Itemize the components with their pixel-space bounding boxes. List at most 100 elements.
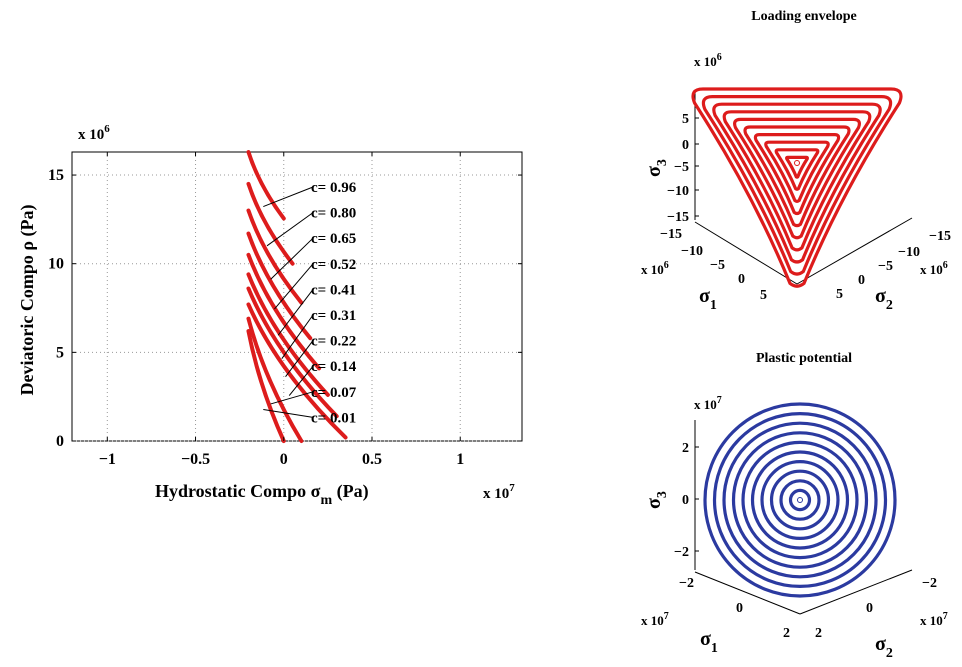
label-leader — [270, 237, 314, 280]
envelope-contour — [774, 148, 820, 191]
potential-sigma2-label: σ2 — [875, 633, 893, 661]
x-tick-label: −1 — [99, 451, 116, 468]
series-curve — [246, 329, 286, 443]
envelope-contour — [712, 102, 882, 264]
sigma2-axis — [799, 569, 913, 615]
potential-contour — [722, 421, 878, 579]
potential-contour — [769, 469, 831, 531]
z-tick-label: 0 — [682, 493, 689, 508]
series-label: c= 0.41 — [311, 282, 356, 298]
potential-multiplier-left: x 107 — [641, 611, 669, 628]
s1-tick-label: −15 — [660, 227, 682, 242]
z-tick-label: −15 — [667, 210, 689, 225]
series-curve — [246, 208, 304, 305]
z-tick-label: 5 — [682, 112, 689, 127]
s1-tick-label: 0 — [738, 272, 745, 287]
envelope-contours — [691, 87, 903, 288]
series-label: c= 0.65 — [311, 231, 356, 247]
envelope-multiplier-top: x 106 — [694, 52, 722, 69]
s1-tick-label: 2 — [783, 626, 790, 641]
y-tick-label: 15 — [48, 167, 64, 184]
x-ticks: −1 −0.5 0 0.5 1 — [99, 152, 464, 468]
series-label: c= 0.01 — [311, 410, 356, 426]
potential-sigma3-label: σ3 — [643, 491, 670, 509]
envelope-contour — [764, 140, 830, 203]
s2-tick-label: −15 — [929, 229, 951, 244]
z-tick-label: 0 — [682, 138, 689, 153]
s2-tick-label: 0 — [866, 601, 873, 616]
x-tick-label: 0 — [280, 451, 288, 468]
label-leader — [285, 340, 314, 378]
y-axis-label: Deviatoric Compo ρ (Pa) — [17, 204, 38, 395]
grid — [72, 152, 522, 442]
z-tick-label: −10 — [667, 184, 689, 199]
potential-multiplier-right: x 107 — [920, 611, 948, 628]
x-tick-label: 1 — [456, 451, 464, 468]
s1-tick-label: 0 — [736, 601, 743, 616]
envelope-multiplier-right: x 106 — [920, 260, 948, 277]
z-tick-label: −5 — [674, 160, 689, 175]
label-leader — [263, 186, 314, 208]
envelope-contour — [691, 87, 903, 288]
potential-contour — [760, 460, 840, 541]
series-curve — [246, 231, 313, 341]
sigma2-axis — [796, 217, 913, 285]
series-label: c= 0.52 — [311, 257, 356, 273]
envelope-sigma2-label: σ2 — [875, 285, 893, 313]
series-curve — [246, 252, 322, 371]
series-label: c= 0.22 — [311, 334, 356, 350]
x-multiplier: x 107 — [483, 482, 515, 502]
envelope-sigma1-label: σ1 — [699, 285, 717, 313]
potential-contour — [788, 488, 812, 512]
potential-title: Plastic potential — [756, 351, 852, 366]
series-curve — [246, 272, 330, 397]
series-curve — [246, 286, 339, 419]
label-leader — [263, 409, 314, 418]
envelope-axes — [694, 92, 913, 285]
s2-tick-label: 2 — [815, 626, 822, 641]
center-marker — [794, 160, 800, 166]
envelope-contour — [722, 110, 872, 252]
y-tick-label: 0 — [56, 433, 64, 450]
x-axis-label: Hydrostatic Compo σm (Pa) — [155, 481, 369, 508]
envelope-multiplier-left: x 106 — [641, 260, 669, 277]
potential-contour — [750, 450, 850, 550]
envelope-contour — [753, 133, 841, 216]
label-leaders: c= 0.96 c= 0.80 c= 0.65 c= 0.52 c= 0.41 c= 0.… — [263, 180, 357, 426]
meridian-chart: c= 0.96 c= 0.80 c= 0.65 c= 0.52 c= 0.41 c= 0.… — [17, 123, 523, 508]
y-multiplier: x 106 — [78, 123, 110, 143]
potential-contours — [703, 402, 897, 598]
s1-tick-label: −10 — [681, 244, 703, 259]
series-curve — [246, 150, 286, 221]
envelope-contour — [701, 95, 893, 276]
z-tick-label: 2 — [682, 441, 689, 456]
series-label: c= 0.07 — [311, 385, 357, 401]
envelope-tick-labels: 50−5−10−15−15−10−505−15−10−505 — [660, 112, 951, 303]
envelope-contour — [743, 125, 851, 228]
center-marker — [797, 497, 803, 503]
label-leader — [288, 365, 314, 396]
potential-multiplier-top: x 107 — [694, 395, 722, 412]
potential-contour — [731, 431, 869, 569]
potential-sigma1-label: σ1 — [700, 628, 718, 656]
potential-contour — [779, 479, 821, 521]
series-curve — [246, 316, 304, 443]
s2-tick-label: −10 — [898, 245, 920, 260]
plastic-potential-chart: Plastic potential x 107 x 107 x 107 2 0 −2… — [641, 351, 948, 661]
envelope-sigma3-label: σ3 — [643, 159, 670, 177]
s1-tick-label: −5 — [710, 258, 725, 273]
series-label: c= 0.31 — [311, 308, 356, 324]
y-tick-label: 5 — [56, 344, 64, 361]
sigma1-axis — [694, 571, 801, 615]
series-curve — [246, 181, 295, 266]
s2-tick-label: 5 — [836, 287, 843, 302]
s2-tick-label: 0 — [858, 273, 865, 288]
label-leader — [270, 391, 314, 405]
potential-contour — [703, 402, 897, 598]
potential-axes — [694, 420, 913, 615]
s2-tick-label: −2 — [922, 576, 937, 591]
curves — [246, 150, 348, 443]
envelope-title: Loading envelope — [751, 9, 856, 24]
series-label: c= 0.14 — [311, 359, 357, 375]
y-tick-label: 10 — [48, 256, 64, 273]
